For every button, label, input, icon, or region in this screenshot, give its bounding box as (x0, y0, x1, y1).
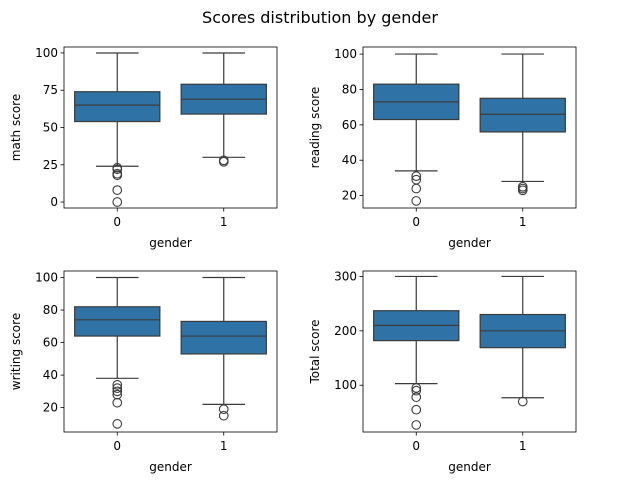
box-0-0 (74, 52, 161, 207)
x-axis-label: gender (149, 236, 192, 250)
outlier-point (112, 170, 123, 181)
axes-frame (362, 46, 577, 209)
figure-title: Scores distribution by gender (202, 8, 438, 27)
outlier-point (112, 185, 123, 195)
x-axis-label: gender (149, 460, 192, 474)
x-axis-label: gender (448, 236, 491, 250)
axes-frame (63, 270, 278, 433)
box-0-1 (180, 52, 267, 167)
outlier-point (112, 164, 123, 175)
y-axis-label: writing score (9, 313, 23, 390)
chart-panel-1: 0 25 50 75 100 0 1 gender math score (9, 46, 278, 250)
x-tick-label: 0 (113, 439, 121, 453)
outlier-point (218, 404, 229, 415)
x-axis-label: gender (448, 460, 491, 474)
chart-panel-3: 20 40 60 80 100 0 1 gender writing score (9, 270, 278, 474)
outlier-point (517, 185, 528, 196)
x-tick-label: 0 (412, 439, 420, 453)
outlier-point (411, 383, 422, 393)
box-1-0 (373, 53, 460, 206)
x-tick-label: 0 (412, 215, 420, 229)
outlier-point (411, 392, 422, 403)
y-tick-label: 20 (342, 189, 357, 203)
y-tick-label: 100 (35, 271, 58, 285)
outlier-point (411, 385, 422, 396)
x-tick-label: 0 (113, 215, 121, 229)
outlier-point (112, 383, 123, 393)
y-tick-label: 60 (43, 336, 58, 350)
outlier-point (112, 397, 123, 408)
outlier-point (411, 183, 422, 194)
y-tick-label: 20 (43, 401, 58, 415)
y-tick-label: 50 (43, 121, 58, 135)
y-tick-label: 75 (43, 83, 58, 97)
y-tick-label: 0 (50, 195, 58, 209)
y-tick-label: 60 (342, 118, 357, 132)
y-tick-label: 200 (334, 324, 357, 338)
box-iqr (74, 306, 161, 337)
outlier-point (411, 171, 422, 182)
y-axis-label: Total score (308, 319, 322, 384)
box-iqr (180, 320, 267, 355)
y-tick-label: 100 (334, 378, 357, 392)
outlier-point (112, 419, 123, 429)
box-iqr (74, 91, 161, 123)
axes-frame (63, 46, 278, 209)
box-2-1 (180, 276, 267, 421)
chart-panel-2: 20 40 60 80 100 0 1 gender reading score (308, 46, 577, 250)
x-tick-label: 1 (519, 215, 527, 229)
y-tick-label: 100 (334, 47, 357, 61)
y-axis-label: math score (9, 94, 23, 161)
y-tick-label: 40 (43, 368, 58, 382)
outlier-point (218, 410, 229, 421)
y-axis-label: reading score (308, 87, 322, 169)
y-tick-label: 100 (35, 46, 58, 60)
outlier-point (112, 379, 123, 390)
y-tick-label: 300 (334, 269, 357, 283)
axes-frame (362, 270, 577, 433)
outlier-point (517, 396, 528, 407)
outlier-point (411, 420, 422, 430)
outlier-point (112, 197, 123, 207)
x-tick-label: 1 (220, 215, 228, 229)
box-3-1 (479, 275, 566, 407)
box-1-1 (479, 53, 566, 196)
y-tick-label: 80 (43, 303, 58, 317)
y-tick-label: 25 (43, 158, 58, 172)
outlier-point (112, 386, 123, 397)
y-tick-label: 40 (342, 153, 357, 167)
x-tick-label: 1 (220, 439, 228, 453)
outlier-point (411, 196, 422, 206)
outlier-point (218, 156, 229, 167)
x-tick-label: 1 (519, 439, 527, 453)
outlier-point (411, 404, 422, 415)
y-tick-label: 80 (342, 82, 357, 96)
box-2-0 (74, 276, 161, 429)
box-3-0 (373, 275, 460, 430)
box-iqr (479, 97, 566, 133)
chart-panel-4: 100 200 300 0 1 gender Total score (308, 269, 577, 474)
